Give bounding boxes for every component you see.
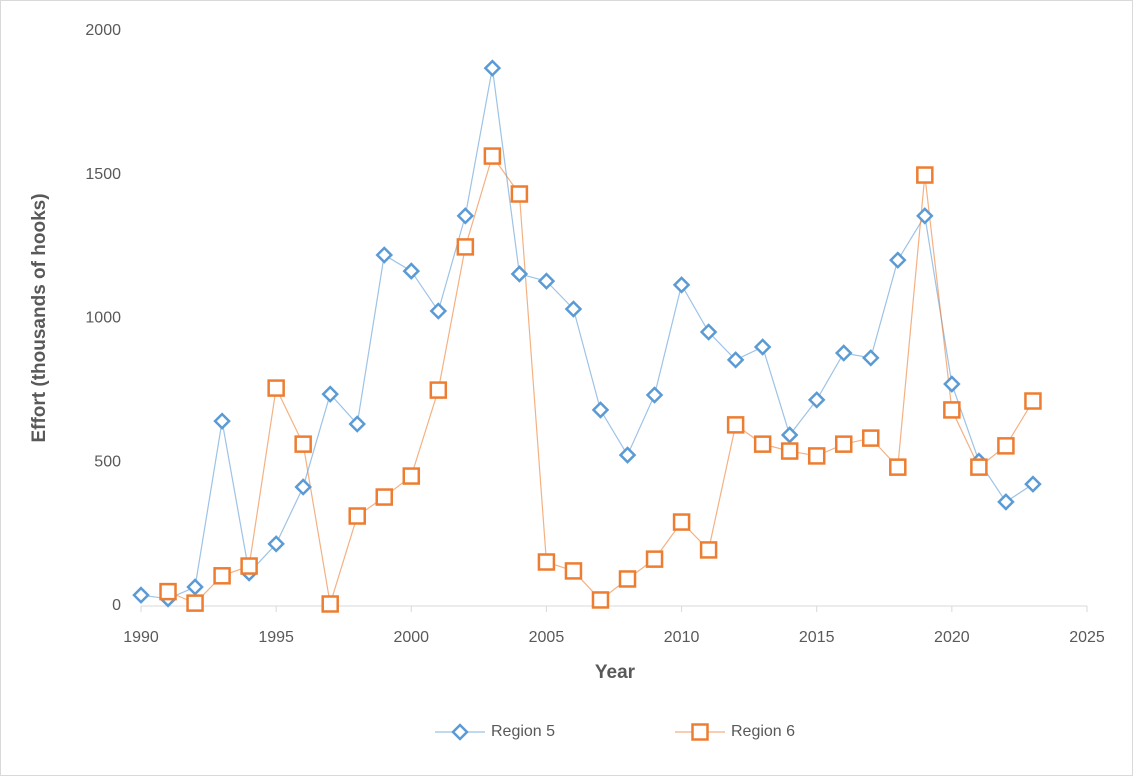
y-tick-label: 500 — [94, 453, 121, 470]
data-point — [213, 412, 231, 430]
series-line — [140, 67, 1034, 600]
data-point — [726, 416, 745, 434]
data-point — [1024, 392, 1042, 410]
x-tick-label: 2005 — [529, 629, 565, 646]
data-point — [132, 586, 150, 604]
x-tick-label: 2025 — [1069, 629, 1105, 646]
data-point — [564, 300, 583, 318]
data-point — [456, 207, 475, 225]
y-tick-label: 1500 — [85, 166, 121, 183]
data-point — [375, 246, 394, 264]
data-point — [321, 595, 339, 613]
data-point — [862, 429, 880, 447]
x-tick-label: 2020 — [934, 629, 970, 646]
data-point — [429, 381, 448, 399]
data-point — [943, 375, 961, 393]
x-axis-title: Year — [595, 662, 636, 683]
data-point — [943, 401, 961, 419]
data-point — [510, 265, 529, 283]
y-axis-title: Effort (thousands of hooks) — [29, 193, 50, 442]
data-point — [970, 458, 988, 476]
y-tick-label: 2000 — [85, 22, 121, 39]
data-point — [537, 272, 556, 290]
data-point — [645, 550, 664, 568]
data-point — [564, 562, 583, 580]
data-point — [997, 493, 1015, 511]
data-point — [1024, 475, 1042, 493]
legend-marker — [691, 723, 709, 741]
data-point — [645, 386, 664, 404]
data-point — [889, 251, 907, 269]
data-point — [699, 323, 718, 341]
data-point — [240, 557, 258, 575]
data-point — [483, 59, 502, 77]
data-point — [267, 379, 285, 397]
data-point — [807, 391, 826, 409]
data-point — [429, 302, 448, 320]
data-point — [402, 262, 421, 280]
data-point — [672, 513, 691, 531]
data-point — [618, 446, 637, 464]
data-point — [699, 541, 718, 559]
x-tick-label: 1990 — [123, 629, 159, 646]
data-point — [807, 447, 826, 465]
data-point — [862, 349, 880, 367]
data-point — [348, 415, 366, 433]
x-tick-label: 2015 — [799, 629, 835, 646]
data-point — [213, 567, 231, 585]
data-point — [997, 437, 1015, 455]
data-point — [483, 147, 502, 165]
data-point — [159, 582, 177, 601]
data-point — [916, 166, 934, 184]
data-point — [294, 478, 312, 496]
x-tick-label: 2000 — [393, 629, 429, 646]
x-tick-label: 2010 — [664, 629, 700, 646]
y-tick-label: 0 — [112, 597, 121, 614]
data-point — [186, 594, 204, 612]
data-point — [375, 488, 394, 506]
data-point — [456, 238, 475, 256]
data-point — [753, 338, 772, 356]
legend-label: Region 6 — [731, 723, 795, 740]
data-point — [267, 535, 285, 553]
legend-label: Region 5 — [491, 723, 555, 740]
data-point — [510, 185, 529, 203]
data-point — [591, 591, 610, 609]
data-point — [780, 426, 799, 444]
data-point — [726, 351, 745, 369]
data-point — [591, 401, 610, 419]
data-point — [348, 507, 366, 525]
data-point — [402, 467, 421, 485]
data-point — [780, 442, 799, 460]
data-point — [672, 276, 691, 294]
data-point — [294, 435, 312, 453]
data-point — [537, 553, 556, 571]
data-point — [753, 435, 772, 453]
data-point — [834, 344, 853, 362]
legend-marker — [451, 723, 469, 741]
data-point — [618, 570, 637, 588]
data-point — [186, 578, 204, 596]
data-point — [889, 458, 907, 476]
data-point — [916, 207, 934, 225]
data-point — [834, 435, 853, 453]
data-point — [321, 385, 339, 403]
y-tick-label: 1000 — [85, 310, 121, 327]
x-tick-label: 1995 — [258, 629, 294, 646]
